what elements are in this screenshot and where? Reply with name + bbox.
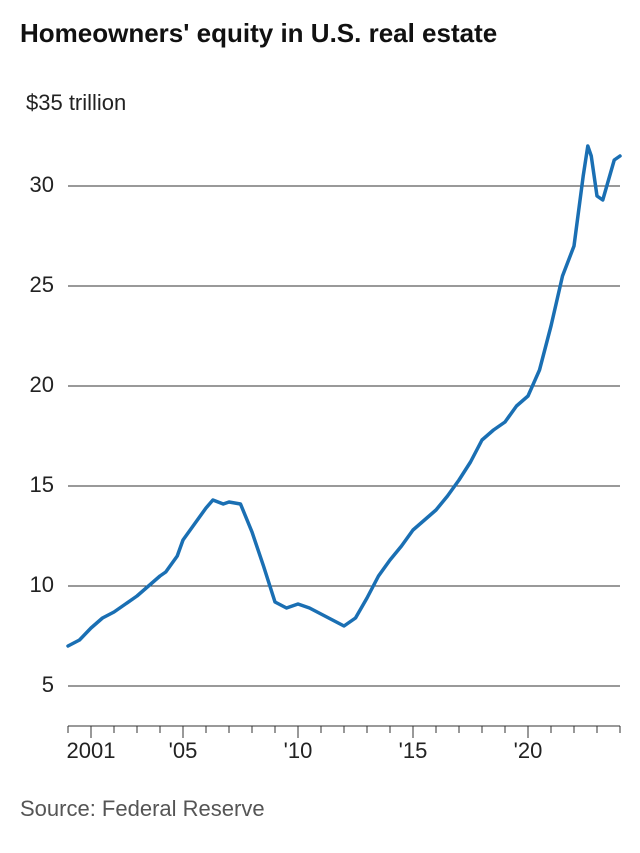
x-tick-label: '05 <box>169 738 198 763</box>
data-line <box>68 146 620 646</box>
y-tick-label: 30 <box>30 172 54 197</box>
chart-source: Source: Federal Reserve <box>20 796 265 822</box>
x-tick-label: '20 <box>514 738 543 763</box>
y-tick-label: 10 <box>30 572 54 597</box>
chart-svg: 51015202530$35 trillion2001'05'10'15'20 <box>68 68 620 768</box>
y-tick-label: 15 <box>30 472 54 497</box>
y-tick-label: 5 <box>42 672 54 697</box>
x-tick-label: 2001 <box>67 738 116 763</box>
x-tick-label: '15 <box>399 738 428 763</box>
y-tick-label: 20 <box>30 372 54 397</box>
y-tick-label: 25 <box>30 272 54 297</box>
line-chart: 51015202530$35 trillion2001'05'10'15'20 <box>68 68 620 768</box>
chart-title: Homeowners' equity in U.S. real estate <box>20 18 497 49</box>
chart-container: Homeowners' equity in U.S. real estate 5… <box>0 0 640 853</box>
y-top-label: $35 trillion <box>26 90 126 115</box>
x-tick-label: '10 <box>284 738 313 763</box>
